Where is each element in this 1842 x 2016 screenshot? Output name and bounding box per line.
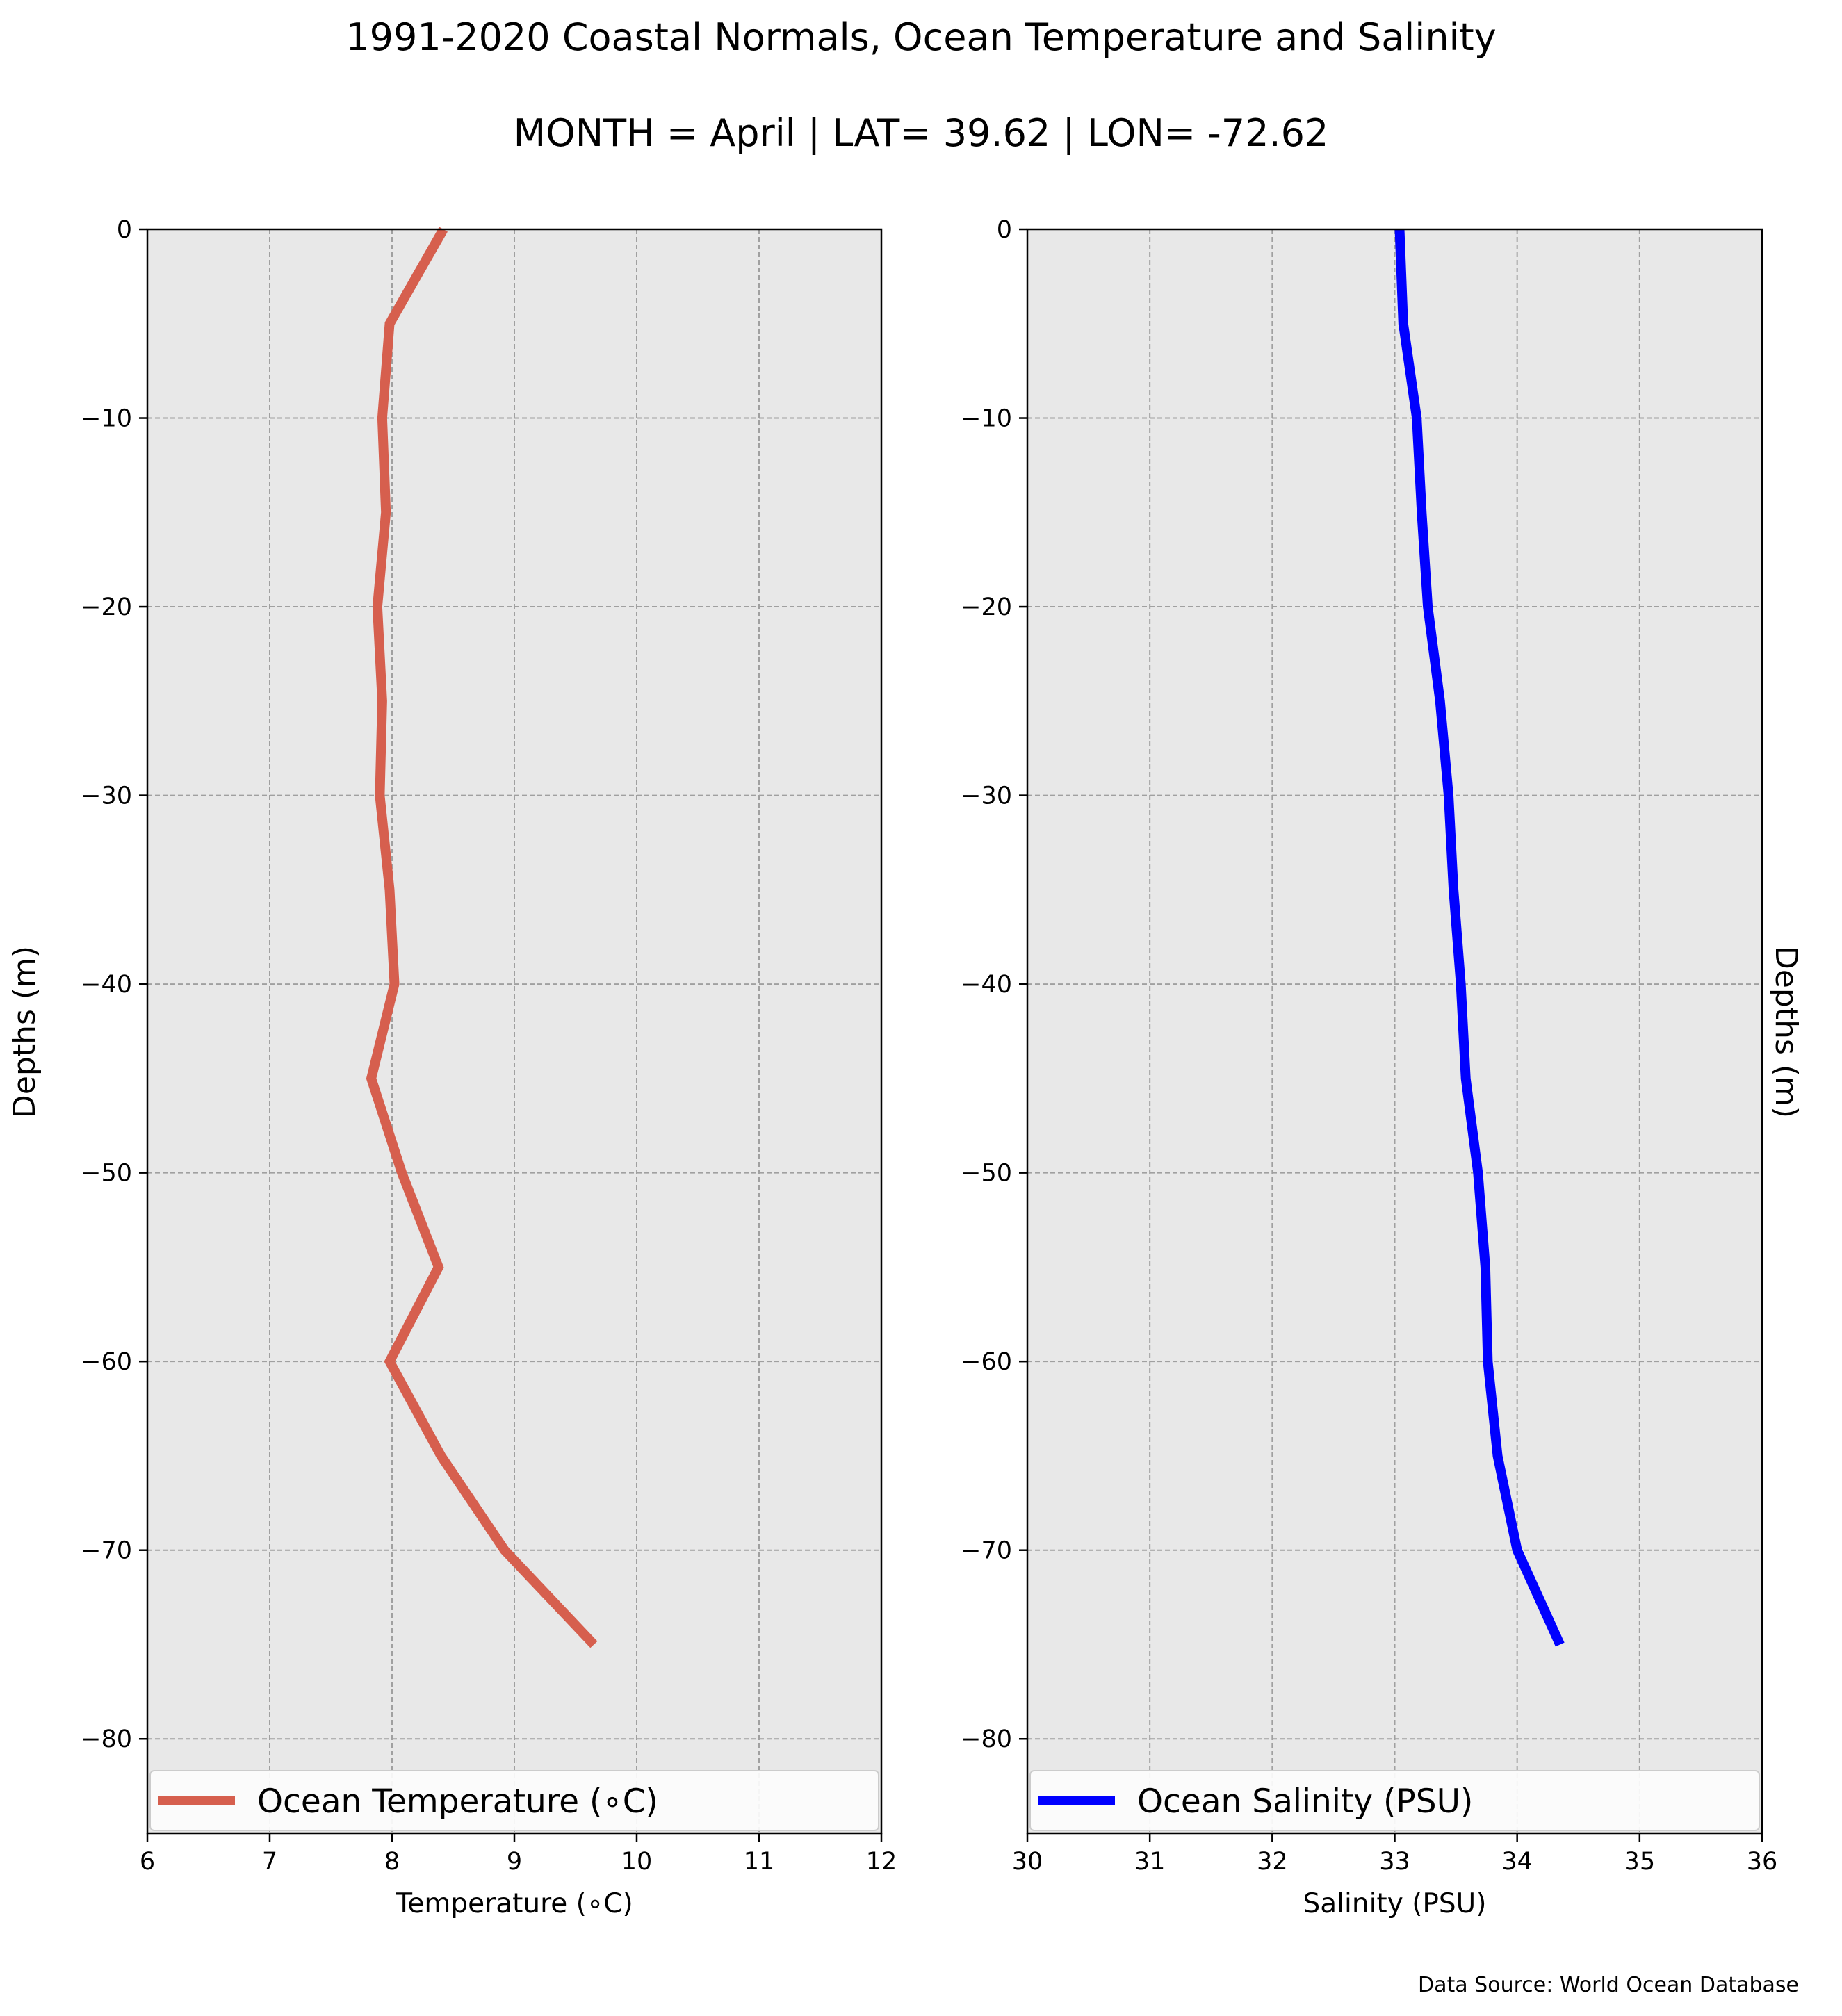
temperature-y-tick-label: −80 xyxy=(81,1726,132,1753)
temperature-y-tick-label: −10 xyxy=(81,405,132,433)
temperature-x-tick-label: 8 xyxy=(384,1848,400,1876)
temperature-legend-label: Ocean Temperature (∘C) xyxy=(257,1783,658,1821)
right-y-axis-label: Depths (m) xyxy=(1768,946,1804,1118)
salinity-y-tick-label: −20 xyxy=(961,593,1012,621)
salinity-x-tick-label: 36 xyxy=(1747,1848,1778,1876)
salinity-y-tick-label: −80 xyxy=(961,1726,1012,1753)
salinity-legend-label: Ocean Salinity (PSU) xyxy=(1137,1783,1473,1821)
data-source-note: Data Source: World Ocean Database xyxy=(1418,1973,1799,1997)
temperature-panel: 6 7 8 9 10 11 12 0 −10 −20 −30 −40 −50 −60 −70 −80 Tempe… xyxy=(81,216,897,1919)
temperature-y-tick-label: −60 xyxy=(81,1348,132,1376)
salinity-x-tick-label: 31 xyxy=(1134,1848,1166,1876)
temperature-legend: Ocean Temperature (∘C) xyxy=(149,1770,879,1831)
temperature-y-tick-label: −40 xyxy=(81,971,132,999)
chart-title: 1991-2020 Coastal Normals, Ocean Tempera… xyxy=(345,15,1496,59)
salinity-x-tick-label: 34 xyxy=(1501,1848,1533,1876)
temperature-y-tick-label: −20 xyxy=(81,593,132,621)
salinity-series-line xyxy=(1394,229,1565,1647)
salinity-y-tick-label: −40 xyxy=(961,971,1012,999)
salinity-legend: Ocean Salinity (PSU) xyxy=(1029,1770,1760,1831)
temperature-y-tick-label: 0 xyxy=(117,216,132,244)
temperature-x-tick-label: 11 xyxy=(744,1848,775,1876)
temperature-x-axis-label: Temperature (∘C) xyxy=(395,1888,633,1919)
temperature-y-tick-label: −70 xyxy=(81,1537,132,1565)
temperature-x-tick-label: 7 xyxy=(262,1848,277,1876)
temperature-x-tick-label: 6 xyxy=(140,1848,155,1876)
salinity-y-tick-label: −70 xyxy=(961,1537,1012,1565)
salinity-x-tick-label: 35 xyxy=(1624,1848,1656,1876)
salinity-x-tick-label: 33 xyxy=(1379,1848,1410,1876)
left-y-axis-label: Depths (m) xyxy=(7,946,42,1118)
salinity-x-tick-label: 32 xyxy=(1257,1848,1288,1876)
temperature-x-tick-label: 9 xyxy=(507,1848,522,1876)
salinity-y-tick-label: 0 xyxy=(997,216,1012,244)
chart-subtitle: MONTH = April | LAT= 39.62 | LON= -72.62 xyxy=(514,111,1329,155)
salinity-legend-box xyxy=(1029,1770,1760,1831)
salinity-x-axis-label: Salinity (PSU) xyxy=(1303,1888,1487,1919)
salinity-y-tick-label: −10 xyxy=(961,405,1012,433)
temperature-x-tick-label: 12 xyxy=(866,1848,897,1876)
salinity-y-tick-label: −60 xyxy=(961,1348,1012,1376)
temperature-y-tick-label: −30 xyxy=(81,782,132,810)
salinity-x-tick-label: 30 xyxy=(1012,1848,1043,1876)
salinity-y-tick-label: −50 xyxy=(961,1160,1012,1188)
salinity-panel: 30 31 32 33 34 35 36 0 −10 −20 −30 −40 −50 −60 −70 −80 S… xyxy=(961,216,1777,1919)
temperature-legend-box xyxy=(149,1770,879,1831)
temperature-x-tick-label: 10 xyxy=(621,1848,653,1876)
temperature-series-line xyxy=(366,227,598,1648)
salinity-y-tick-label: −30 xyxy=(961,782,1012,810)
salinity-plot-area xyxy=(1027,229,1762,1833)
temperature-y-tick-label: −50 xyxy=(81,1160,132,1188)
